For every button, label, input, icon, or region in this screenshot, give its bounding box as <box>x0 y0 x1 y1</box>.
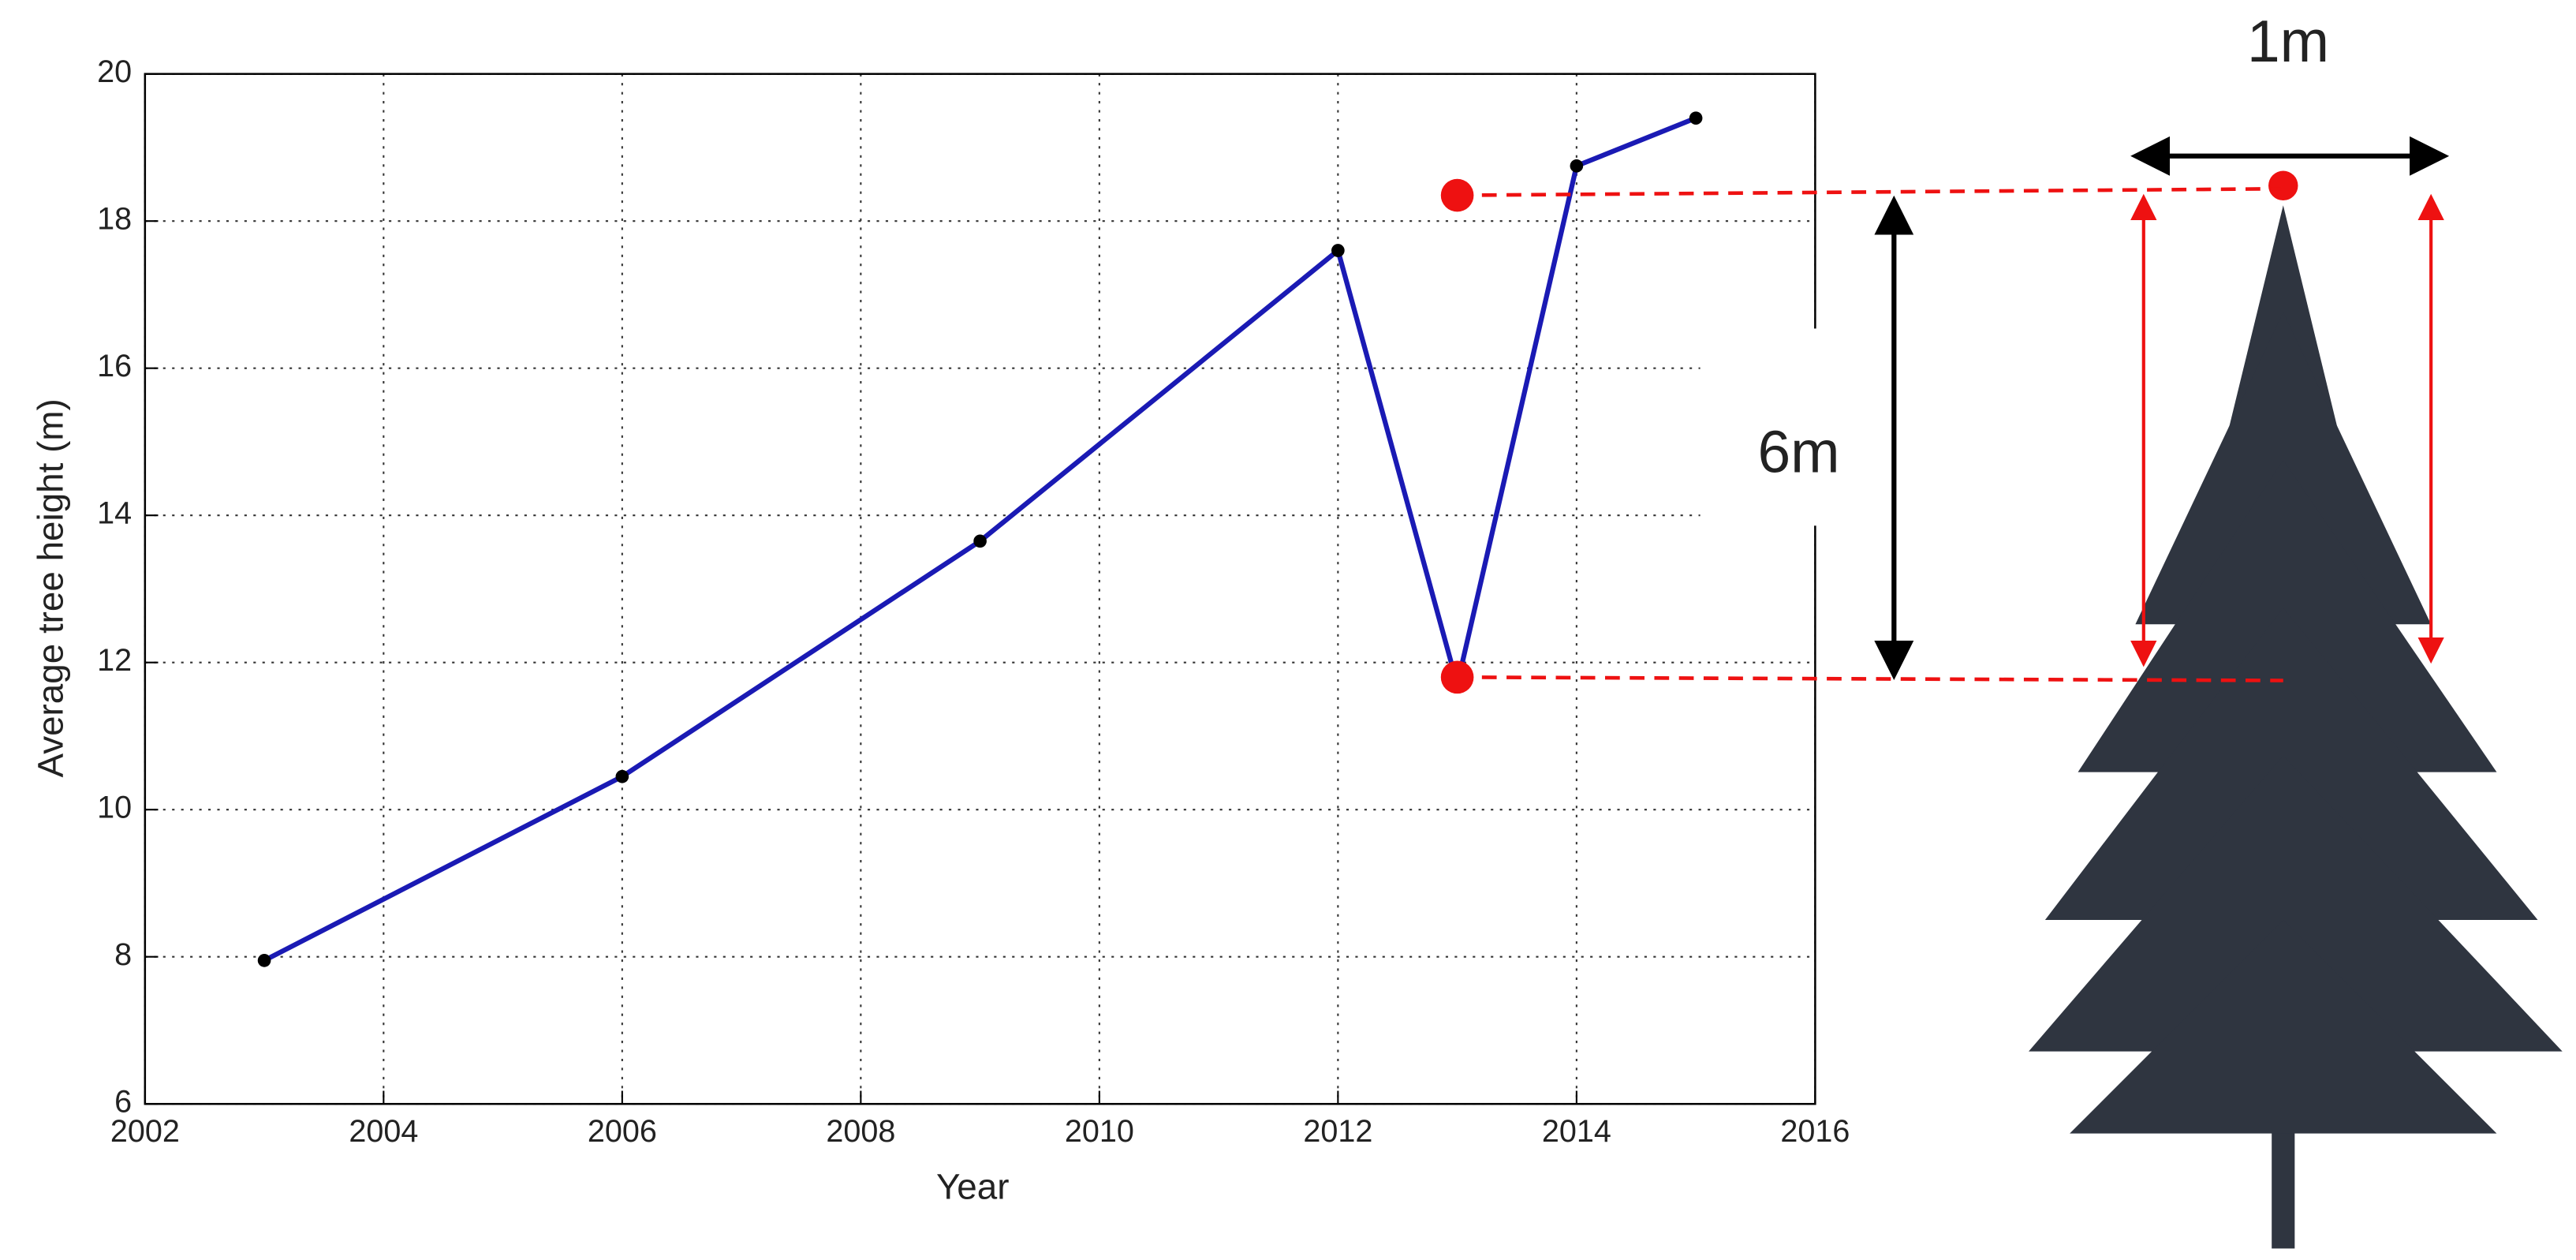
data-point <box>257 954 271 967</box>
x-tick-label: 2006 <box>588 1114 657 1149</box>
data-point <box>1331 244 1345 257</box>
data-point <box>973 534 987 548</box>
x-tick-label: 2004 <box>349 1114 418 1149</box>
dashed-connector <box>1457 186 2283 197</box>
width-annotation: 1m <box>2247 8 2329 74</box>
data-point <box>1570 159 1584 173</box>
x-tick-label: 2010 <box>1065 1114 1134 1149</box>
y-tick-label: 16 <box>97 349 132 383</box>
height-annotation: 6m <box>1757 419 1839 485</box>
plot-area <box>144 73 1816 1105</box>
x-tick-label: 2014 <box>1542 1114 1611 1149</box>
y-tick-label: 18 <box>97 202 132 237</box>
data-point <box>1689 111 1703 125</box>
tree-illustration <box>2029 205 2563 1249</box>
x-tick-label: 2002 <box>110 1114 180 1149</box>
y-tick-label: 10 <box>97 791 132 825</box>
y-tick-label: 20 <box>97 54 132 89</box>
y-tick-label: 14 <box>97 496 132 531</box>
x-tick-label: 2012 <box>1303 1114 1372 1149</box>
label-bg <box>1700 328 1865 526</box>
y-tick-label: 8 <box>114 937 132 972</box>
dashed-connector <box>1457 675 2283 682</box>
highlight-point <box>1440 660 1474 694</box>
x-axis-label: Year <box>936 1167 1010 1207</box>
plot: 6 8 10 12 14 16 18 20 2002 2004 2006 2008 2010 2012 20… <box>97 54 1850 1149</box>
plot-frame <box>144 73 1816 1105</box>
measure-arrows <box>1874 136 2450 681</box>
y-axis-label: Average tree height (m) <box>30 398 70 777</box>
y-tick-label: 12 <box>97 643 132 678</box>
x-tick-label: 2008 <box>826 1114 895 1149</box>
y-tick-label: 6 <box>114 1085 132 1120</box>
highlight-point <box>1440 178 1474 212</box>
x-tick-label: 2016 <box>1780 1114 1850 1149</box>
data-point <box>615 769 629 783</box>
